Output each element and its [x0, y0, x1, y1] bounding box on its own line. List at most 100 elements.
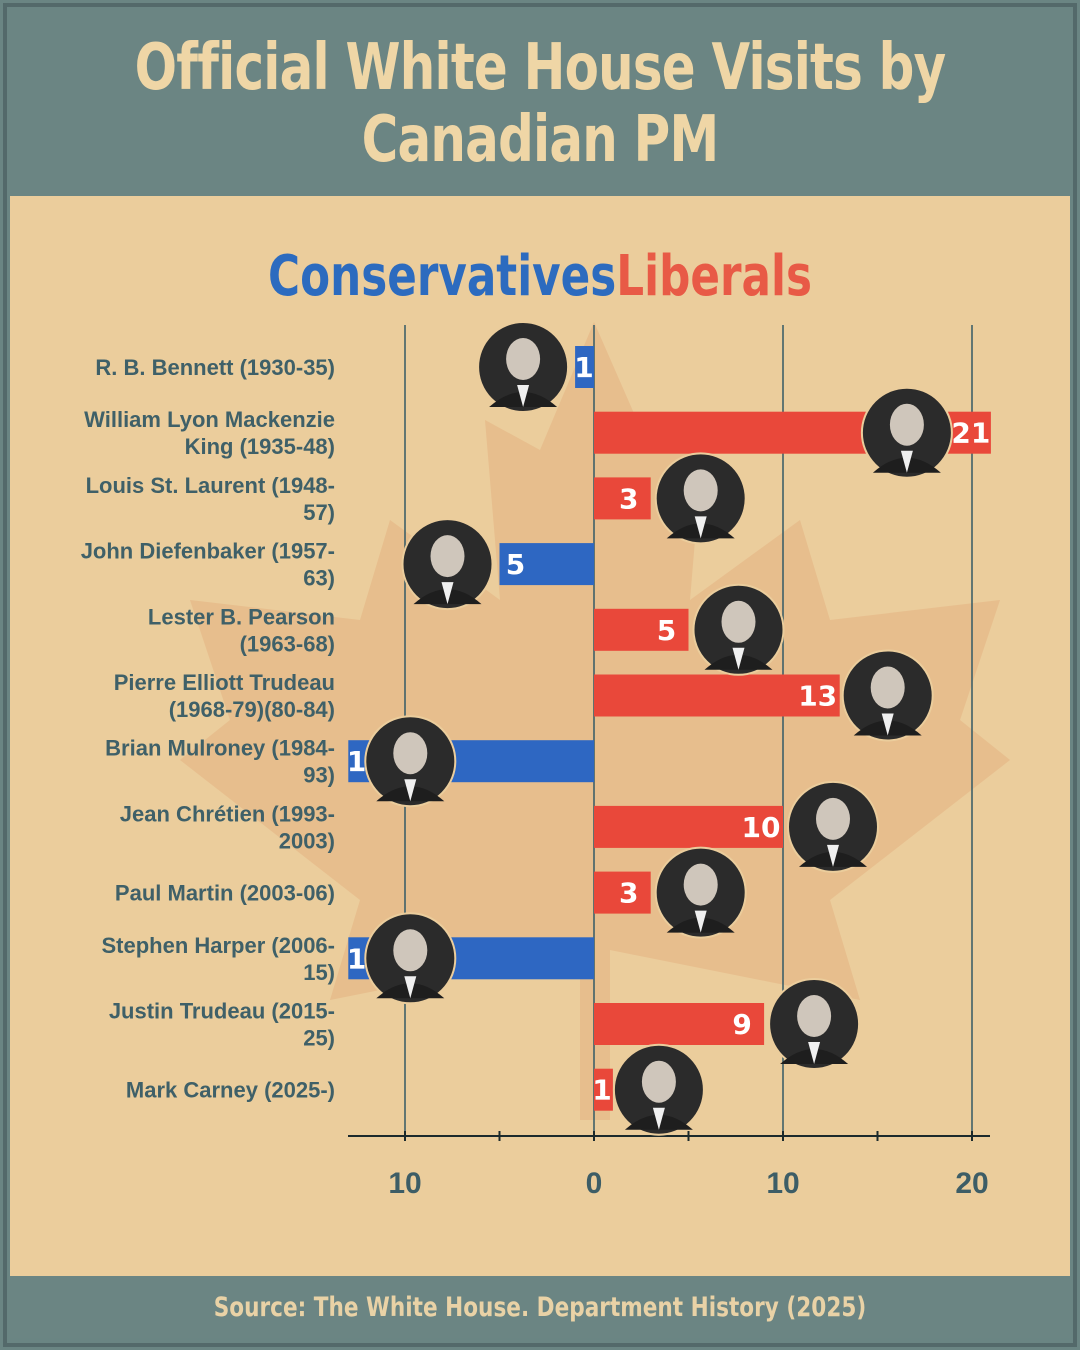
pm-photo [401, 518, 494, 611]
photo-face [683, 469, 718, 512]
x-tick-label: 10 [766, 1167, 799, 1200]
pm-name-line: Jean Chrétien (1993- [120, 801, 335, 826]
photo-face [393, 929, 428, 972]
bar-liberal [594, 1003, 765, 1045]
pm-name-line: Justin Trudeau (2015- [109, 999, 335, 1024]
photo-collar [881, 713, 894, 736]
pm-photo [477, 321, 570, 413]
pm-name-line: King (1935-48) [185, 434, 335, 459]
value-label: 9 [732, 1008, 751, 1041]
legend-liberals: Liberals [616, 244, 812, 309]
photo-face [430, 535, 465, 578]
photo-collar [808, 1042, 821, 1064]
pm-name-line: 2003) [279, 828, 335, 853]
bar-liberal [594, 674, 840, 717]
pm-name-label: William Lyon Mackenzie King (1935-48) [84, 407, 335, 459]
photo-collar [404, 976, 417, 999]
x-tick-label: 10 [388, 1167, 421, 1200]
pm-name-line: 25) [303, 1026, 335, 1051]
pm-photo [612, 1043, 705, 1136]
pm-photo [841, 649, 934, 742]
value-label: 3 [619, 482, 638, 515]
photo-collar [827, 844, 839, 867]
avatars [364, 321, 953, 1136]
pm-name-label: Pierre Elliott Trudeau (1968-79)(80-84) [114, 670, 335, 722]
pm-name-line: 15) [303, 960, 335, 985]
pm-name-line: Stephen Harper (2006- [101, 933, 335, 958]
bar-liberal [594, 871, 651, 914]
pm-name-label: Louis St. Laurent (1948-57) [86, 473, 335, 525]
pm-name-label: Paul Martin (2003-06) [115, 881, 335, 906]
bar-liberal [594, 608, 689, 651]
photo-collar [404, 779, 417, 802]
pm-name-label: R. B. Bennett (1930-35) [95, 355, 335, 380]
photo-face [816, 797, 850, 840]
pm-name-label: John Diefenbaker (1957-63) [81, 539, 335, 591]
photo-collar [732, 647, 745, 670]
pm-name-line: (1963-68) [240, 631, 335, 656]
bar-liberal [594, 805, 783, 848]
page-title: Official White House Visits by Canadian … [134, 31, 947, 177]
x-axis: 10 0 10 20 [348, 1131, 990, 1200]
pm-photo [860, 386, 953, 479]
pm-photo [768, 978, 861, 1070]
value-label: 1 [592, 1074, 611, 1107]
footer: Source: The White House. Department Hist… [10, 1276, 1070, 1338]
pm-name-line: John Diefenbaker (1957- [81, 539, 335, 564]
photo-collar [441, 582, 454, 605]
photo-face [683, 863, 718, 906]
value-label: 10 [742, 811, 781, 844]
legend-conservatives: Conservatives [268, 244, 617, 309]
photo-face [797, 995, 832, 1037]
pm-name-line: Brian Mulroney (1984- [105, 736, 335, 761]
value-label: 5 [657, 614, 676, 647]
pm-name-line: William Lyon Mackenzie [84, 407, 335, 432]
x-tick-label: 0 [586, 1167, 603, 1200]
pm-name-label: Lester B. Pearson (1963-68) [148, 604, 335, 656]
photo-face [506, 338, 541, 380]
pm-name-line: Mark Carney (2025-) [126, 1078, 335, 1103]
source-note: Source: The White House. Department Hist… [213, 1292, 867, 1323]
pm-photo [364, 912, 457, 1005]
pm-photo [364, 715, 457, 808]
photo-face [393, 732, 428, 775]
pm-photo [692, 583, 785, 676]
bar-conservative [499, 543, 594, 586]
photo-face [641, 1060, 676, 1103]
legend: ConservativesLiberals [119, 244, 961, 309]
pm-name-line: Pierre Elliott Trudeau [114, 670, 335, 695]
photo-collar [694, 910, 707, 933]
pm-name-line: Lester B. Pearson [148, 604, 335, 629]
pm-name-line: 57) [303, 500, 335, 525]
pm-name-label: Justin Trudeau (2015-25) [109, 999, 335, 1051]
value-label: 13 [798, 680, 837, 713]
pm-photo [654, 452, 747, 545]
bar-liberal [594, 477, 651, 520]
row-labels: R. B. Bennett (1930-35) William Lyon Mack… [81, 355, 335, 1103]
bar-conservative [575, 346, 594, 388]
pm-photo [654, 846, 747, 939]
value-label: 3 [619, 877, 638, 910]
pm-name-line: R. B. Bennett (1930-35) [95, 355, 335, 380]
value-label: 1 [574, 351, 593, 384]
photo-face [889, 403, 924, 446]
value-label: 21 [951, 417, 990, 450]
photo-collar [900, 450, 913, 473]
pm-name-line: 93) [303, 763, 335, 788]
pm-name-label: Brian Mulroney (1984-93) [105, 736, 335, 788]
pm-name-label: Mark Carney (2025-) [126, 1078, 335, 1103]
pm-name-label: Jean Chrétien (1993-2003) [120, 801, 335, 853]
photo-collar [517, 385, 530, 407]
photo-face [721, 600, 756, 643]
photo-collar [694, 516, 707, 539]
bar-liberal [594, 1068, 613, 1111]
pm-name-line: Paul Martin (2003-06) [115, 881, 335, 906]
pm-name-label: Stephen Harper (2006-15) [101, 933, 335, 985]
pm-name-line: Louis St. Laurent (1948- [86, 473, 335, 498]
pm-name-line: (1968-79)(80-84) [169, 697, 335, 722]
x-tick-label: 20 [955, 1167, 988, 1200]
frame-border [3, 3, 1077, 1347]
photo-face [870, 666, 905, 709]
header: Official White House Visits by Canadian … [10, 10, 1070, 196]
